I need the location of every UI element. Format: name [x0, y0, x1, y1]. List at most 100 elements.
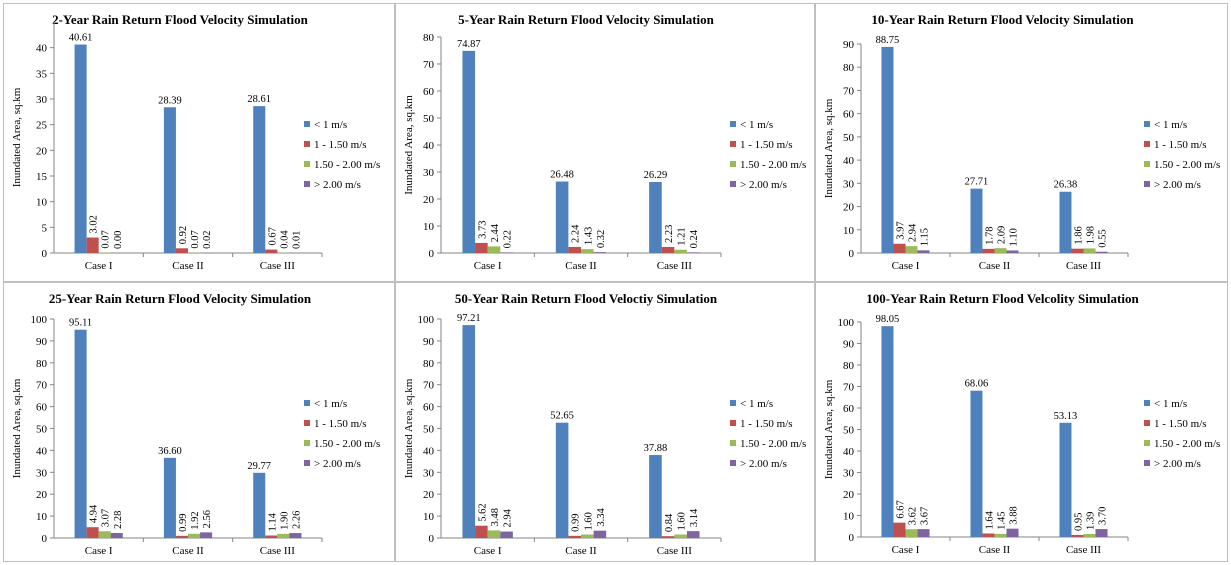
bar [674, 534, 687, 538]
y-tick-label: 70 [843, 382, 855, 394]
legend-swatch [304, 121, 310, 127]
legend-label: 1 - 1.50 m/s [314, 418, 367, 430]
bar [649, 455, 662, 538]
bar [487, 530, 501, 538]
legend-swatch [1144, 121, 1150, 127]
x-tick-label: Case II [172, 545, 204, 557]
legend-swatch [304, 440, 310, 446]
legend-swatch [730, 161, 736, 167]
data-label: 3.07 [101, 509, 112, 527]
bar [110, 533, 123, 538]
bar [175, 248, 188, 253]
legend-label: < 1 m/s [1154, 398, 1187, 410]
data-label: 27.71 [965, 177, 989, 188]
data-label: 2.23 [664, 225, 675, 243]
bar [462, 50, 476, 254]
y-tick-label: 100 [31, 314, 48, 326]
chart-title: 2-Year Rain Return Flood Velocity Simula… [52, 12, 309, 27]
bar [905, 529, 918, 537]
y-tick-label: 70 [36, 380, 48, 392]
data-label: 68.06 [965, 379, 989, 390]
legend-swatch [304, 181, 310, 187]
data-label: 95.11 [69, 318, 92, 329]
y-tick-label: 40 [36, 43, 48, 55]
bar [555, 181, 569, 253]
y-tick-label: 0 [849, 248, 855, 260]
legend-swatch [730, 181, 736, 187]
data-label: 1.39 [1086, 512, 1097, 530]
data-label: 28.39 [158, 95, 182, 106]
y-tick-label: 0 [42, 248, 48, 260]
y-tick-label: 40 [843, 446, 855, 458]
data-label: 0.07 [101, 230, 112, 248]
legend-label: > 2.00 m/s [740, 458, 787, 470]
y-tick-label: 60 [843, 109, 855, 121]
y-tick-label: 20 [843, 202, 855, 214]
data-label: 98.05 [876, 314, 900, 325]
bar [163, 107, 176, 253]
bar [661, 246, 675, 253]
data-label: 2.09 [997, 226, 1008, 244]
data-label: 0.24 [689, 229, 700, 248]
legend-swatch [1144, 460, 1150, 466]
data-label: 1.86 [1073, 226, 1084, 244]
legend-label: 1 - 1.50 m/s [740, 418, 793, 430]
y-axis-label: Inundated Area, sq.km [403, 378, 415, 478]
y-tick-label: 70 [423, 59, 435, 71]
y-tick-label: 90 [423, 336, 435, 348]
legend-swatch [304, 141, 310, 147]
data-label: 1.98 [1086, 226, 1097, 244]
legend-label: 1.50 - 2.00 m/s [1154, 438, 1220, 450]
bar [462, 325, 476, 538]
chart-50-year: 50-Year Rain Return Flood Veloctiy Simul… [395, 282, 815, 562]
bar [555, 422, 569, 538]
legend-swatch [730, 420, 736, 426]
data-label: 3.70 [1098, 507, 1109, 525]
legend-label: > 2.00 m/s [1154, 179, 1201, 191]
bar [1083, 248, 1096, 253]
legend-label: > 2.00 m/s [1154, 458, 1201, 470]
bar [661, 536, 675, 538]
bar [500, 252, 513, 253]
x-tick-label: Case I [85, 545, 113, 557]
bar [86, 237, 99, 253]
y-tick-label: 100 [418, 314, 435, 326]
bar [1095, 529, 1108, 537]
legend-swatch [304, 420, 310, 426]
bar [475, 242, 488, 253]
x-tick-label: Case I [85, 260, 113, 272]
chart-10-year: 10-Year Rain Return Flood Velocity Simul… [815, 3, 1228, 282]
y-tick-label: 0 [42, 533, 48, 545]
data-label: 0.02 [202, 231, 213, 249]
data-label: 1.21 [677, 227, 688, 245]
legend-swatch [730, 141, 736, 147]
data-label: 3.14 [689, 508, 700, 527]
chart-100-year: 100-Year Rain Return Flood Velcolity Sim… [815, 282, 1228, 562]
bar [253, 472, 266, 538]
y-tick-label: 20 [843, 489, 855, 501]
bar [917, 250, 930, 253]
chart-title: 5-Year Rain Return Flood Velocity Simula… [458, 12, 715, 27]
bar [74, 329, 87, 538]
legend-label: < 1 m/s [314, 398, 347, 410]
legend-swatch [304, 161, 310, 167]
bar [200, 532, 213, 538]
bar [1083, 534, 1096, 537]
data-label: 2.44 [490, 223, 501, 242]
data-label: 26.38 [1054, 180, 1078, 191]
legend-swatch [730, 460, 736, 466]
data-label: 2.26 [291, 511, 302, 529]
data-label: 26.48 [550, 170, 574, 181]
data-label: 52.65 [550, 411, 574, 422]
data-label: 0.04 [279, 230, 290, 249]
y-tick-label: 70 [423, 380, 435, 392]
y-tick-label: 80 [36, 358, 48, 370]
bar [982, 533, 995, 537]
data-label: 36.60 [158, 446, 182, 457]
bar [581, 534, 594, 538]
legend-label: < 1 m/s [314, 119, 347, 131]
data-label: 2.24 [571, 224, 582, 243]
y-tick-label: 60 [423, 86, 435, 98]
bar [1006, 528, 1019, 537]
data-label: 1.43 [583, 227, 594, 245]
